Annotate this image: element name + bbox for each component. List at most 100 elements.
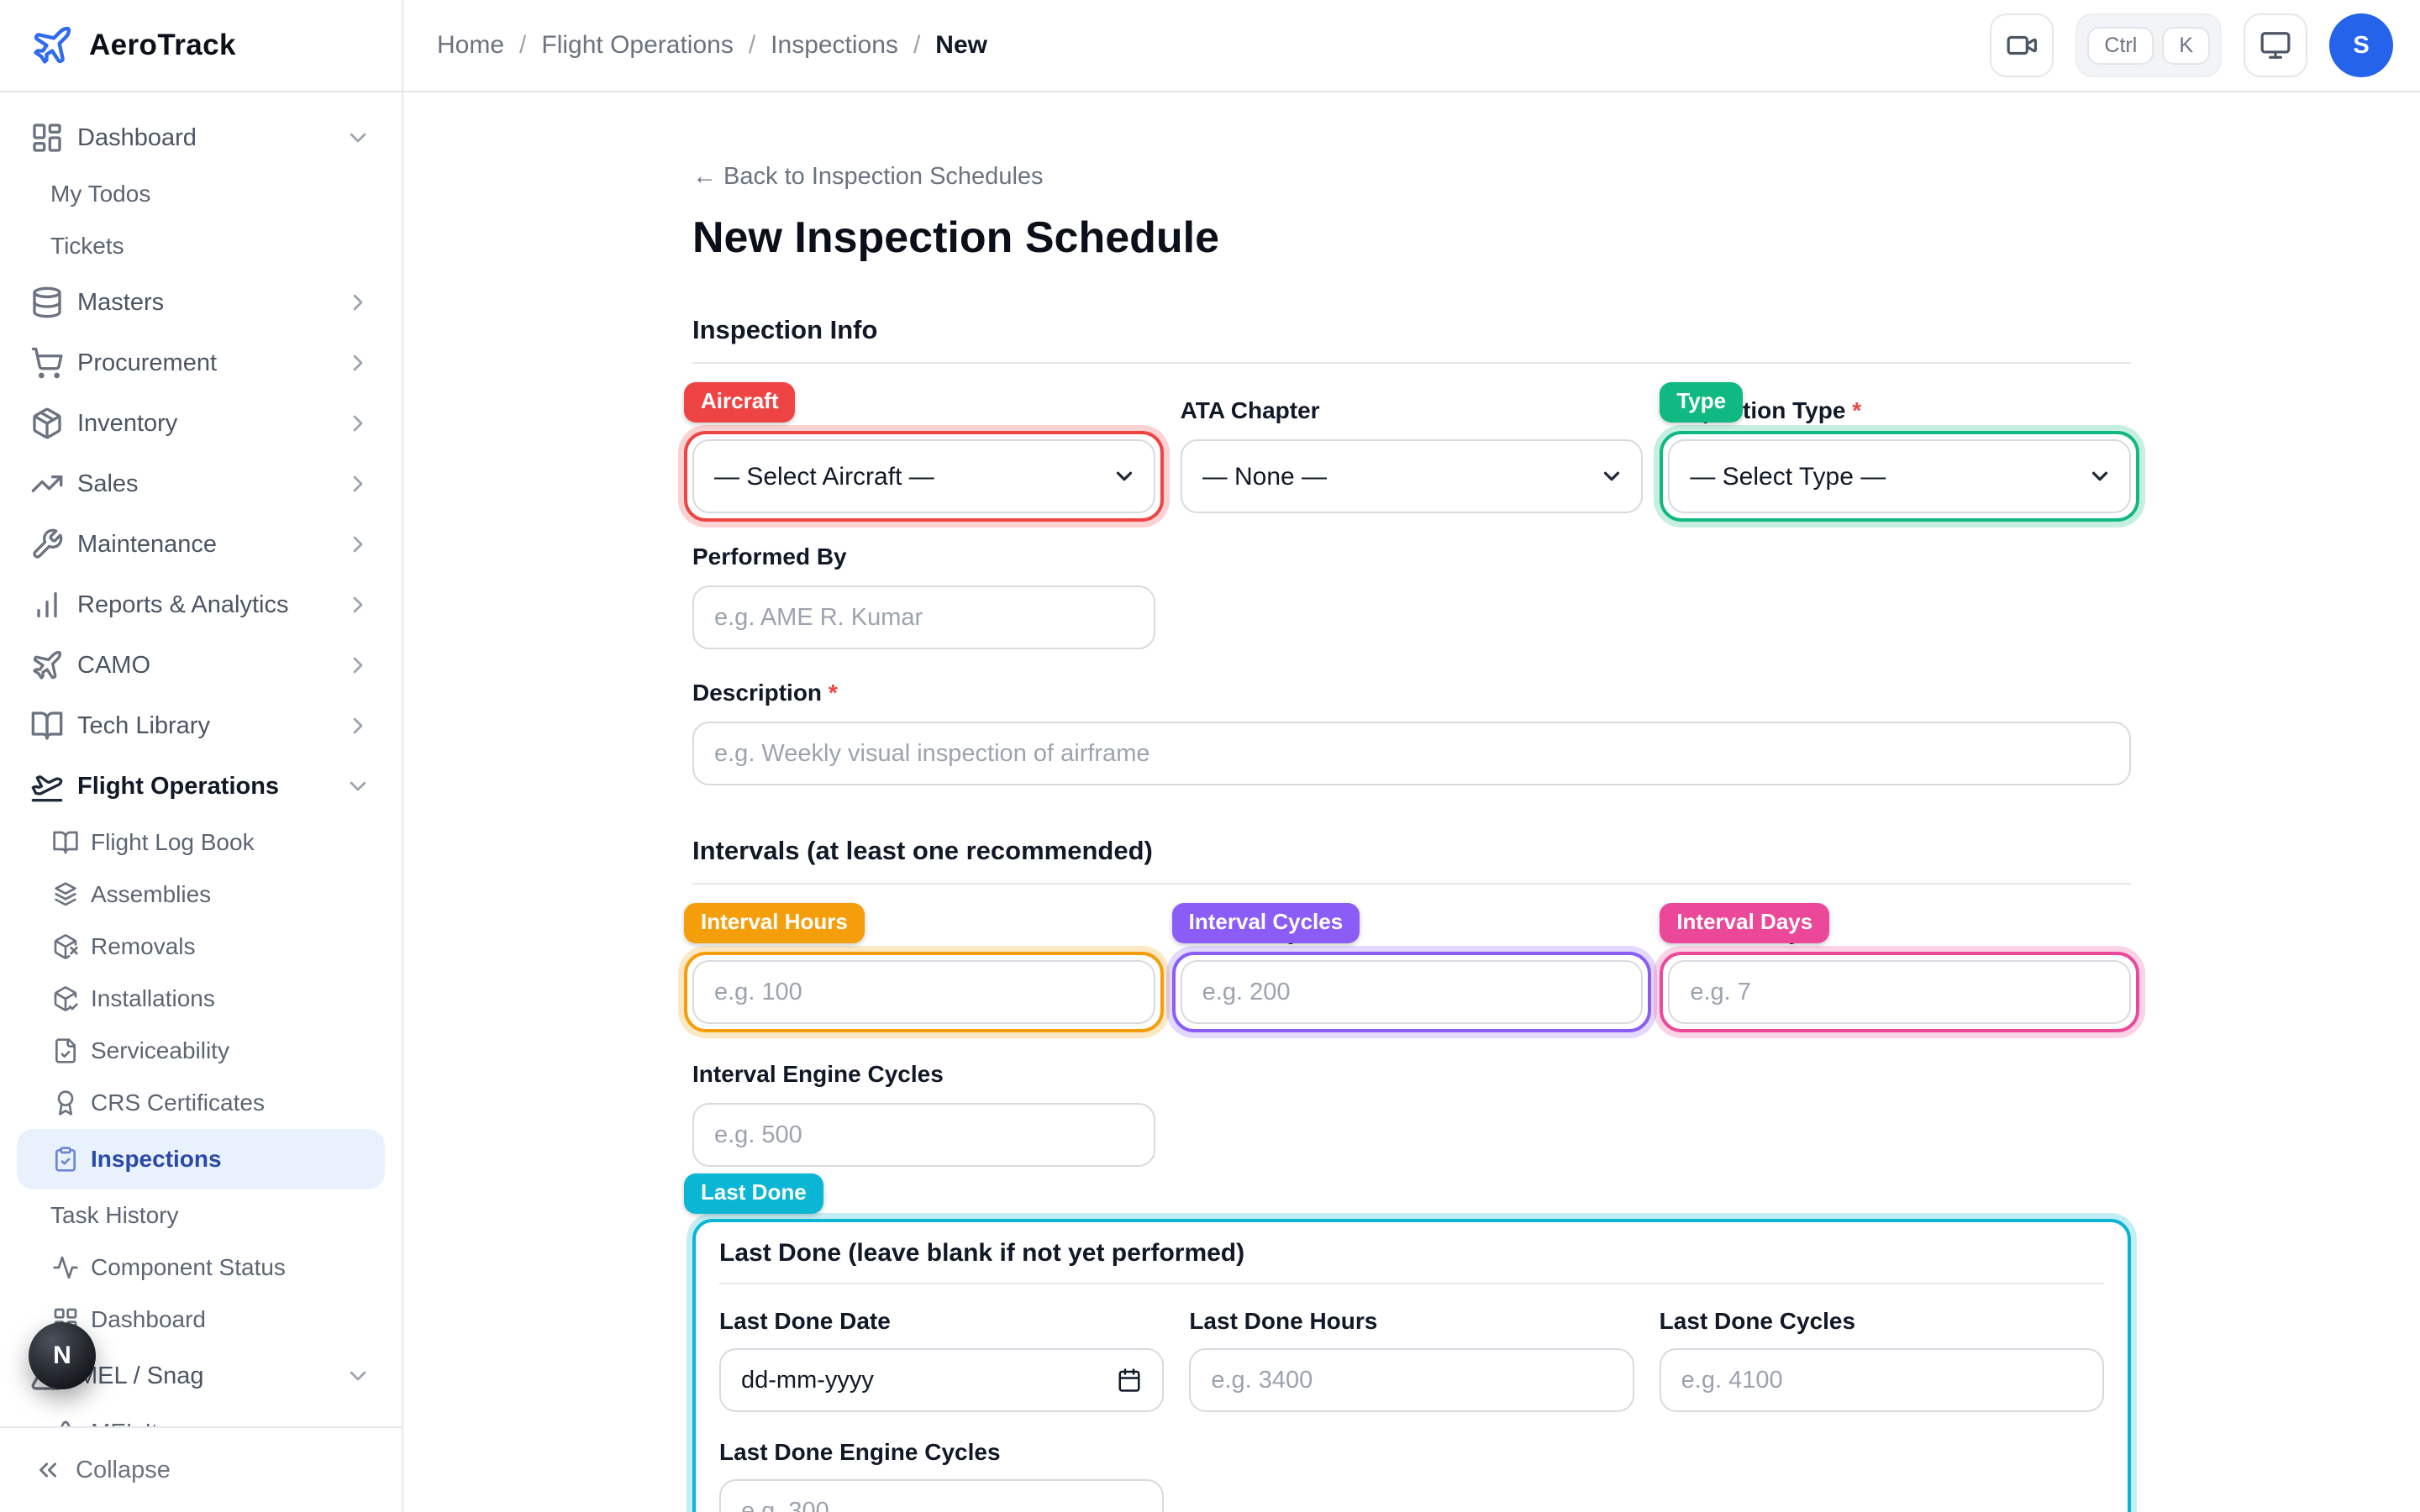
page-title: New Inspection Schedule bbox=[692, 213, 1220, 262]
breadcrumb-item-flight-operations[interactable]: Flight Operations bbox=[541, 31, 734, 59]
sidebar-item-procurement[interactable]: Procurement bbox=[0, 333, 402, 393]
user-avatar[interactable]: S bbox=[2329, 13, 2393, 77]
interval-engine-cycles-field: Interval Engine Cycles bbox=[692, 1058, 1155, 1167]
sidebar-item-label: Flight Log Book bbox=[91, 829, 255, 855]
kbd-k: K bbox=[2162, 26, 2210, 65]
chevron-right-icon bbox=[345, 652, 371, 679]
sidebar-item-assemblies[interactable]: Assemblies bbox=[0, 869, 402, 921]
ata-chapter-select[interactable]: — None — bbox=[1180, 439, 1644, 513]
breadcrumb-item-new: New bbox=[935, 31, 987, 59]
sidebar-item-reports-analytics[interactable]: Reports & Analytics bbox=[0, 575, 402, 635]
sidebar-item-tech-library[interactable]: Tech Library bbox=[0, 696, 402, 756]
sidebar-item-component-status[interactable]: Component Status bbox=[0, 1242, 402, 1294]
sidebar: AeroTrack Dashboard My Todos Tickets Master… bbox=[0, 0, 403, 1512]
book-open-icon bbox=[52, 829, 79, 856]
sidebar-item-flight-operations[interactable]: Flight Operations bbox=[0, 756, 402, 816]
sidebar-item-dashboard[interactable]: Dashboard bbox=[0, 108, 402, 168]
interval-engine-cycles-input[interactable] bbox=[692, 1103, 1155, 1167]
monitor-icon bbox=[2260, 29, 2291, 61]
last-done-engine-cycles-field: Last Done Engine Cycles bbox=[719, 1436, 1165, 1512]
package-check-icon bbox=[52, 985, 79, 1012]
main-area: Home / Flight Operations / Inspections / New C… bbox=[403, 0, 2420, 1512]
chevron-down-icon bbox=[345, 1362, 371, 1389]
sidebar-item-maintenance[interactable]: Maintenance bbox=[0, 514, 402, 575]
inspection-type-select[interactable]: — Select Type — bbox=[1668, 439, 2131, 513]
page-content: ← Back to Inspection Schedules New Inspe… bbox=[403, 92, 2420, 1512]
interval-engine-cycles-label: Interval Engine Cycles bbox=[692, 1061, 944, 1087]
sidebar-item-label: CAMO bbox=[77, 651, 150, 679]
breadcrumb-item-inspections[interactable]: Inspections bbox=[771, 31, 898, 59]
chevron-right-icon bbox=[345, 470, 371, 497]
sidebar-item-camo[interactable]: CAMO bbox=[0, 635, 402, 696]
aircraft-annotation-badge: Aircraft bbox=[684, 382, 796, 423]
calendar-icon bbox=[1118, 1368, 1140, 1392]
breadcrumb-separator: / bbox=[913, 31, 921, 59]
interval-hours-annotation-badge: Interval Hours bbox=[684, 903, 865, 943]
sidebar-item-removals[interactable]: Removals bbox=[0, 921, 402, 973]
aircraft-select[interactable]: — Select Aircraft — bbox=[692, 439, 1155, 513]
sidebar-item-tickets[interactable]: Tickets bbox=[0, 220, 402, 272]
interval-cycles-input[interactable] bbox=[1180, 960, 1644, 1024]
interval-days-input[interactable] bbox=[1668, 960, 2131, 1024]
sidebar-item-label: CRS Certificates bbox=[91, 1089, 265, 1116]
sidebar-item-serviceability[interactable]: Serviceability bbox=[0, 1025, 402, 1077]
description-field: Description * bbox=[692, 676, 2131, 785]
sidebar-item-flight-log-book[interactable]: Flight Log Book bbox=[0, 816, 402, 869]
last-done-date-input[interactable]: dd-mm-yyyy bbox=[719, 1348, 1165, 1412]
chevrons-left-icon bbox=[34, 1456, 62, 1484]
command-palette-shortcut[interactable]: Ctrl K bbox=[2075, 13, 2222, 77]
sidebar-item-label: Masters bbox=[77, 288, 165, 316]
back-link[interactable]: ← Back to Inspection Schedules bbox=[692, 163, 1044, 190]
interval-cycles-field: Interval Cycles Interval Cycles bbox=[1171, 903, 1652, 1032]
breadcrumb: Home / Flight Operations / Inspections / New bbox=[437, 31, 1968, 60]
last-done-engine-cycles-input[interactable] bbox=[719, 1479, 1165, 1512]
book-open-icon bbox=[30, 709, 64, 743]
breadcrumb-item-home[interactable]: Home bbox=[437, 31, 505, 59]
chevron-right-icon bbox=[345, 289, 371, 316]
sidebar-item-label: Tickets bbox=[50, 233, 124, 259]
sidebar-item-sales[interactable]: Sales bbox=[0, 454, 402, 514]
notification-fab[interactable]: N bbox=[29, 1322, 96, 1389]
inspection-type-field: Type Inspection Type * — Select Type — bbox=[1660, 382, 2139, 522]
collapse-sidebar-button[interactable]: Collapse bbox=[34, 1456, 171, 1484]
sidebar-item-dashboard[interactable]: Dashboard bbox=[0, 1294, 402, 1346]
screen-record-button[interactable] bbox=[1990, 13, 2054, 77]
required-asterisk: * bbox=[1852, 397, 1862, 423]
package-icon bbox=[30, 407, 64, 440]
activity-icon bbox=[52, 1254, 79, 1281]
sidebar-item-label: Tech Library bbox=[77, 711, 210, 739]
ata-chapter-label: ATA Chapter bbox=[1180, 397, 1320, 423]
layout-dashboard-icon bbox=[30, 121, 64, 155]
plane-icon bbox=[30, 648, 64, 682]
sidebar-item-inspections[interactable]: Inspections bbox=[17, 1129, 385, 1189]
interval-hours-field: Interval Hours Interval Hours bbox=[684, 903, 1164, 1032]
sidebar-item-installations[interactable]: Installations bbox=[0, 973, 402, 1025]
app-logo[interactable]: AeroTrack bbox=[0, 0, 402, 92]
sidebar-item-label: Serviceability bbox=[91, 1037, 229, 1063]
last-done-hours-input[interactable] bbox=[1189, 1348, 1634, 1412]
description-input[interactable] bbox=[692, 722, 2131, 785]
sidebar-item-inventory[interactable]: Inventory bbox=[0, 393, 402, 454]
display-mode-button[interactable] bbox=[2244, 13, 2307, 77]
chevron-right-icon bbox=[345, 410, 371, 437]
shopping-cart-icon bbox=[30, 346, 64, 380]
breadcrumb-separator: / bbox=[519, 31, 527, 59]
sidebar-item-my-todos[interactable]: My Todos bbox=[0, 168, 402, 220]
clipboard-check-icon bbox=[52, 1146, 79, 1173]
interval-days-annotation-badge: Interval Days bbox=[1660, 903, 1830, 943]
wrench-icon bbox=[30, 528, 64, 561]
performed-by-label: Performed By bbox=[692, 543, 847, 570]
sidebar-item-label: Task History bbox=[50, 1202, 179, 1228]
last-done-date-field: Last Done Date dd-mm-yyyy bbox=[719, 1305, 1165, 1412]
sidebar-item-task-history[interactable]: Task History bbox=[0, 1189, 402, 1242]
intervals-row: Interval Hours Interval Hours Interval C… bbox=[684, 903, 2139, 1032]
interval-hours-input[interactable] bbox=[692, 960, 1155, 1024]
last-done-cycles-field: Last Done Cycles bbox=[1659, 1305, 2104, 1412]
performed-by-input[interactable] bbox=[692, 585, 1155, 649]
last-done-cycles-input[interactable] bbox=[1659, 1348, 2104, 1412]
ata-chapter-field: ATA Chapter — None — bbox=[1180, 394, 1644, 513]
sidebar-item-crs-certificates[interactable]: CRS Certificates bbox=[0, 1077, 402, 1129]
aircraft-field: Aircraft Aircraft * — Select Aircraft — bbox=[684, 382, 1164, 522]
sidebar-item-masters[interactable]: Masters bbox=[0, 272, 402, 333]
